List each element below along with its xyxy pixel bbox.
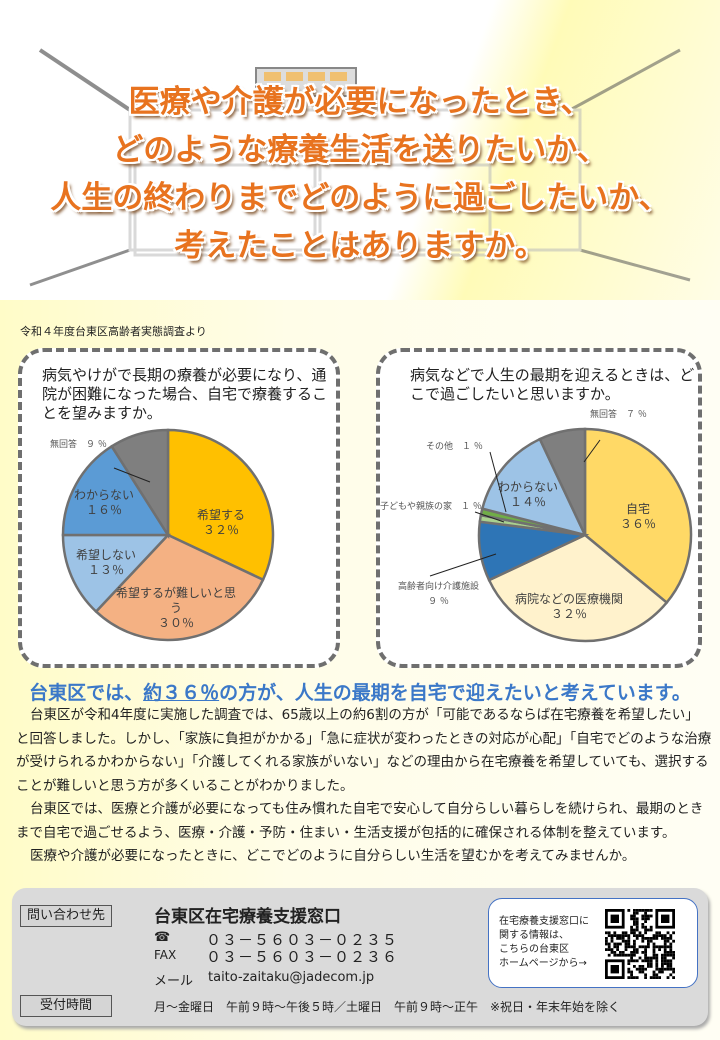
label-other: その他 １ ％ [426, 442, 483, 452]
pie-slice [480, 437, 588, 537]
contact-footer: 問い合わせ先 台東区在宅療養支援窓口 ☎ ０３－５６０３－０２３５ FAX ０３… [12, 888, 708, 1026]
office-name: 台東区在宅療養支援窓口 [154, 907, 341, 927]
leader-line [113, 467, 151, 483]
title-line: 人生の終わりまでどのように過ごしたいか、 [50, 180, 670, 216]
label-wish-difficult: 希望するが難しいと思う ３０％ [116, 586, 237, 630]
body-text: 台東区が令和4年度に実施した調査では、65歳以上の約6割の方が「可能であるならば… [16, 704, 712, 869]
chart-card-end-of-life: 病気などで人生の最期を迎えるときは、どこで過ごしたいと思いますか。 無回答 ７ … [376, 348, 702, 668]
leader-line [429, 553, 497, 577]
paragraph: 台東区が令和4年度に実施した調査では、65歳以上の約6割の方が「可能であるならば… [16, 707, 712, 794]
label-no-answer: 無回答 ９ ％ [50, 440, 107, 450]
pie-chart-end-of-life [429, 427, 693, 643]
pie-slice [538, 427, 587, 536]
leader-line [489, 451, 507, 513]
chart-card-home-care: 病気やけがで長期の療養が必要になり、通院が困難になった場合、自宅で療養することを… [18, 348, 340, 668]
room-illustration [29, 48, 691, 287]
label-care-facility: 高齢者向け介護施設 ９ ％ [398, 582, 480, 607]
pie-slice [166, 428, 275, 582]
title-line: 考えたことはありますか。 [174, 228, 546, 264]
chart-question: 病気などで人生の最期を迎えるときは、どこで過ごしたいと思いますか。 [410, 366, 695, 403]
label-home: 自宅 ３６％ [620, 502, 657, 531]
qr-text: 在宅療養支援窓口に 関する情報は、 こちらの台東区 ホームページから→ [499, 916, 589, 969]
label-wish: 希望する ３２％ [197, 508, 246, 537]
pie-slice [110, 428, 170, 540]
phone-number[interactable]: ０３－５６０３－０２３５ [206, 931, 399, 949]
qr-code[interactable] [605, 909, 675, 979]
paragraph: 台東区では、医療と介護が必要になっても住み慣れた自宅で安心して自分らしい暮らしを… [16, 801, 704, 841]
hours: 月～金曜日 午前９時～午後５時／土曜日 午前９時～正午 ※祝日・年末年始を除く [154, 1000, 621, 1014]
leader-line [474, 511, 505, 523]
headline: 台東区では、約３６％の方が、人生の最期を自宅で迎えたいと考えています。 [29, 682, 691, 704]
leader-line [583, 439, 601, 463]
label-relatives-home: 子どもや親族の家 １ ％ [380, 502, 482, 512]
paragraph: 医療や介護が必要になったときに、どこでどのように自分らしい生活を望むかを考えてみ… [30, 848, 636, 864]
label-not-wish: 希望しない １３％ [76, 548, 137, 577]
label-unknown: わからない １４％ [498, 480, 559, 509]
pie-chart-home-care [61, 428, 275, 642]
survey-source: 令和４年度台東区高齢者実態調査より [20, 325, 207, 338]
page-title: 医療や介護が必要になったとき、 どのような療養生活を送りたいか、 人生の終わりま… [0, 78, 720, 270]
mail-address[interactable]: taito-zaitaku@jadecom.jp [208, 970, 375, 985]
pie-slice [487, 533, 669, 643]
pie-slice [583, 427, 693, 605]
pie-slice [61, 444, 171, 537]
mail-label: メール [154, 974, 194, 989]
fax-number: ０３－５６０３－０２３６ [206, 948, 399, 966]
title-line: どのような療養生活を送りたいか、 [112, 132, 608, 168]
chart-question: 病気やけがで長期の療養が必要になり、通院が困難になった場合、自宅で療養することを… [42, 366, 328, 422]
pie-slice [61, 533, 171, 614]
contact-label: 問い合わせ先 [20, 905, 112, 927]
pie-slice [94, 533, 265, 642]
label-hospital: 病院などの医療機関 ３２％ [515, 592, 624, 621]
label-unknown: わからない １６％ [74, 488, 135, 517]
hours-label: 受付時間 [20, 995, 112, 1017]
fax-label: FAX [154, 948, 177, 962]
phone-icon: ☎ [154, 930, 171, 945]
qr-info-box: 在宅療養支援窓口に 関する情報は、 こちらの台東区 ホームページから→ [488, 898, 698, 988]
label-no-answer: 無回答 ７ ％ [590, 410, 647, 420]
headline-emphasis: 約３６％ [143, 682, 220, 704]
title-line: 医療や介護が必要になったとき、 [128, 84, 592, 120]
